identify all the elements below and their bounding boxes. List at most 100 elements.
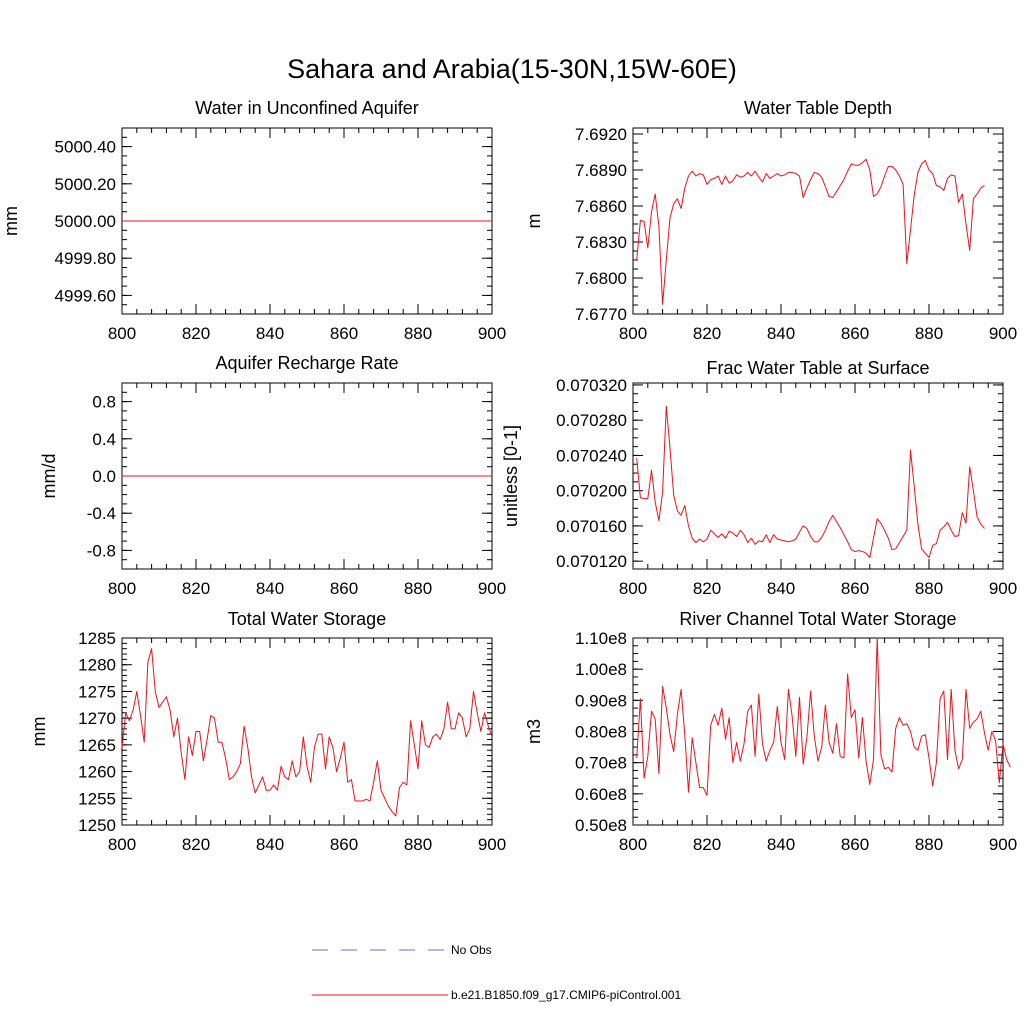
x-tick-label: 900 [478, 324, 506, 343]
y-tick-label: 1255 [78, 789, 116, 808]
y-tick-label: 0.60e8 [575, 785, 627, 804]
plot-frame [121, 637, 493, 826]
panel-title: Water Table Depth [744, 98, 892, 118]
x-tick-label: 840 [256, 324, 284, 343]
x-tick-label: 900 [478, 835, 506, 854]
x-tick-label: 840 [767, 835, 795, 854]
y-tick-label: 7.6860 [575, 197, 627, 216]
y-tick-label: 0.70e8 [575, 754, 627, 773]
y-tick-label: 0.8 [92, 393, 116, 412]
x-tick-label: 900 [989, 324, 1017, 343]
y-tick-label: 0.070320 [556, 376, 627, 395]
panel-title: Total Water Storage [228, 609, 386, 629]
x-tick-label: 800 [108, 579, 136, 598]
panel-title: Water in Unconfined Aquifer [195, 98, 418, 118]
x-tick-label: 860 [330, 835, 358, 854]
panel-1: Water in Unconfined Aquifer mm 800 820 840 86… [1, 98, 506, 343]
y-tick-label: 0.070280 [556, 411, 627, 430]
x-tick-label: 880 [915, 579, 943, 598]
x-tick-label: 900 [989, 579, 1017, 598]
x-tick-label: 880 [915, 324, 943, 343]
y-tick-label: 0.070120 [556, 552, 627, 571]
x-tick-label: 820 [182, 835, 210, 854]
y-tick-label: 1280 [78, 656, 116, 675]
x-tick-label: 840 [767, 579, 795, 598]
panel-3: Aquifer Recharge Rate mm/d 800 820 840 860 880… [39, 353, 506, 598]
y-tick-label: 1250 [78, 816, 116, 835]
panel-2: Water Table Depth m 800 820 840 860 880 900 7.67… [524, 98, 1017, 343]
y-tick-label: 0.070200 [556, 482, 627, 501]
y-tick-label: 7.6890 [575, 161, 627, 180]
y-tick-label: 0.80e8 [575, 723, 627, 742]
plot-frame [632, 637, 1004, 826]
y-tick-label: -0.8 [87, 541, 116, 560]
y-tick-label: 0.070160 [556, 517, 627, 536]
y-axis-label: mm [29, 717, 49, 747]
x-tick-label: 860 [330, 324, 358, 343]
y-axis-label: mm [1, 206, 21, 236]
x-tick-label: 800 [619, 324, 647, 343]
y-tick-label: 1.00e8 [575, 660, 627, 679]
y-tick-label: 1275 [78, 682, 116, 701]
legend-model-label: b.e21.B1850.f09_g17.CMIP6-piControl.001 [451, 988, 681, 1002]
x-tick-label: 820 [182, 579, 210, 598]
series-line [636, 158, 985, 305]
series-line [121, 648, 493, 817]
y-tick-label: 1260 [78, 763, 116, 782]
y-tick-label: 1265 [78, 736, 116, 755]
x-tick-label: 860 [841, 324, 869, 343]
y-tick-label: 5000.00 [55, 212, 116, 231]
panel-4: Frac Water Table at Surface unitless [0-1… [501, 358, 1017, 598]
x-tick-label: 880 [404, 324, 432, 343]
y-tick-label: 1.10e8 [575, 629, 627, 648]
y-axis-label: m [524, 214, 544, 229]
plot-frame [632, 127, 1004, 315]
panel-title: River Channel Total Water Storage [679, 609, 956, 629]
x-tick-label: 880 [404, 579, 432, 598]
y-tick-label: 1270 [78, 709, 116, 728]
y-tick-label: 1285 [78, 629, 116, 648]
x-tick-label: 800 [108, 835, 136, 854]
y-axis-label: m3 [524, 719, 544, 744]
panel-title: Frac Water Table at Surface [706, 358, 929, 378]
x-tick-label: 840 [256, 835, 284, 854]
y-tick-label: 0.90e8 [575, 691, 627, 710]
y-tick-label: 0.50e8 [575, 816, 627, 835]
y-tick-label: 0.4 [92, 430, 116, 449]
x-tick-label: 820 [182, 324, 210, 343]
legend-obs-label: No Obs [451, 943, 492, 957]
x-tick-label: 880 [404, 835, 432, 854]
x-tick-label: 860 [330, 579, 358, 598]
x-tick-label: 900 [989, 835, 1017, 854]
x-tick-label: 840 [767, 324, 795, 343]
plot-frame [632, 382, 1004, 570]
x-tick-label: 800 [619, 835, 647, 854]
y-tick-label: -0.4 [87, 504, 116, 523]
y-tick-label: 4999.80 [55, 249, 116, 268]
x-tick-label: 800 [619, 579, 647, 598]
y-tick-label: 0.070240 [556, 446, 627, 465]
x-tick-label: 900 [478, 579, 506, 598]
y-tick-label: 7.6800 [575, 269, 627, 288]
panel-title: Aquifer Recharge Rate [215, 353, 398, 373]
y-axis-label: unitless [0-1] [501, 425, 521, 527]
y-tick-label: 7.6920 [575, 125, 627, 144]
x-tick-label: 820 [693, 835, 721, 854]
series-line [636, 405, 985, 559]
legend: No Obs b.e21.B1850.f09_g17.CMIP6-piContr… [312, 943, 681, 1002]
x-tick-label: 820 [693, 324, 721, 343]
y-tick-label: 0.0 [92, 467, 116, 486]
panel-6: River Channel Total Water Storage m3 800 82… [524, 609, 1017, 854]
x-tick-label: 840 [256, 579, 284, 598]
y-tick-label: 7.6770 [575, 305, 627, 324]
y-tick-label: 4999.60 [55, 286, 116, 305]
y-tick-label: 7.6830 [575, 233, 627, 252]
y-axis-label: mm/d [39, 454, 59, 499]
series-line [636, 637, 1011, 796]
panel-5: Total Water Storage mm 800 820 840 860 880 900 1… [29, 609, 506, 854]
x-tick-label: 860 [841, 835, 869, 854]
x-tick-label: 880 [915, 835, 943, 854]
y-tick-label: 5000.20 [55, 175, 116, 194]
y-tick-label: 5000.40 [55, 138, 116, 157]
